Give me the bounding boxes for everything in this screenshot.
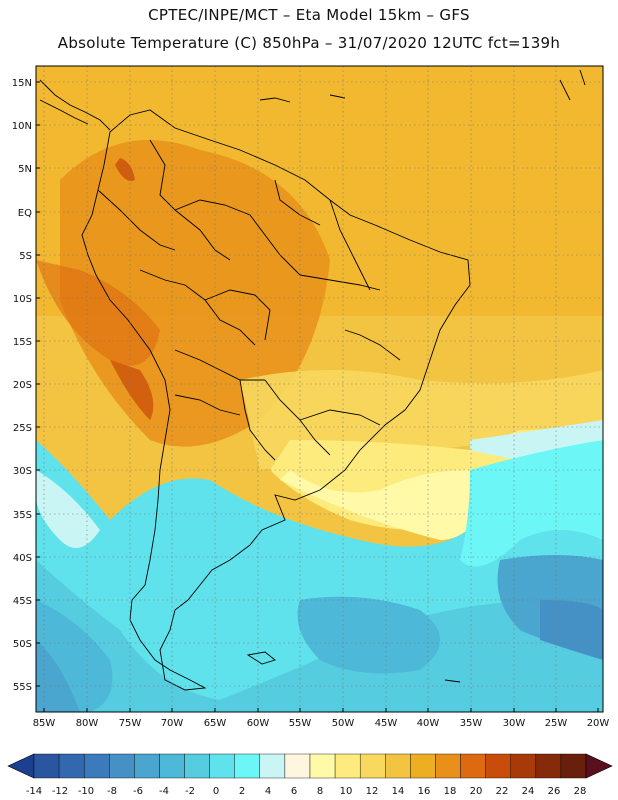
colorbar-cell: [58, 753, 85, 779]
colorbar-label: -14: [26, 786, 42, 797]
lon-label: 60W: [247, 718, 270, 729]
colorbar-cell: [83, 753, 110, 779]
colorbar-label: 14: [392, 786, 405, 797]
colorbar-cell: [334, 753, 361, 779]
colorbar-label: -8: [107, 786, 117, 797]
colorbar-label: -10: [78, 786, 94, 797]
colorbar-cell: [485, 753, 511, 779]
colorbar-cell: [234, 753, 261, 779]
lat-label: 15S: [13, 337, 32, 348]
colorbar-label: 20: [470, 786, 483, 797]
colorbar-label: 26: [548, 786, 561, 797]
lat-label: 35S: [13, 510, 32, 521]
colorbar-cell: [460, 753, 486, 779]
colorbar-cell: [309, 753, 336, 779]
colorbar-cell: [410, 753, 436, 779]
colorbar-cell: [109, 753, 135, 779]
colorbar-cell: [134, 753, 160, 779]
map-title: CPTEC/INPE/MCT – Eta Model 15km – GFS: [148, 6, 470, 24]
colorbar-label: 6: [291, 786, 297, 797]
lon-label: 55W: [289, 718, 312, 729]
colorbar-cell: [33, 753, 60, 779]
lat-label: 10S: [13, 294, 32, 305]
lon-label: 75W: [119, 718, 142, 729]
lon-label: 65W: [204, 718, 227, 729]
colorbar-arrow-high: [585, 753, 613, 779]
colorbar-label: 0: [213, 786, 219, 797]
colorbar-label: 18: [444, 786, 457, 797]
colorbar-label: 16: [418, 786, 431, 797]
colorbar-cell: [385, 753, 411, 779]
graticule: [36, 66, 603, 712]
lat-label: 40S: [13, 553, 32, 564]
lat-label: 45S: [13, 596, 32, 607]
colorbar-label: 22: [496, 786, 509, 797]
lon-label: 30W: [503, 718, 526, 729]
lon-label: 20W: [587, 718, 610, 729]
axis-ticks: [36, 81, 599, 712]
colorbar-cell: [510, 753, 537, 779]
lon-label: 50W: [332, 718, 355, 729]
coastline-borders: [39, 69, 586, 691]
lat-label: EQ: [18, 208, 32, 219]
lon-label: 45W: [375, 718, 398, 729]
lon-label: 40W: [417, 718, 440, 729]
lat-label: 5N: [18, 164, 32, 175]
lon-label: 85W: [33, 718, 56, 729]
colorbar-label: 28: [574, 786, 587, 797]
lat-label: 25S: [13, 423, 32, 434]
lat-label: 15N: [12, 78, 32, 89]
lat-label: 20S: [13, 380, 32, 391]
latitude-labels: 15N 10N 5N EQ 5S 10S 15S 20S 25S 30S 35S…: [12, 78, 32, 693]
map-subtitle: Absolute Temperature (C) 850hPa – 31/07/…: [57, 34, 561, 52]
colorbar: -14 -12 -10 -8 -6 -4 -2 0 2 4 6 8 10 12 …: [7, 753, 613, 797]
colorbar-label: 2: [239, 786, 245, 797]
colorbar-label: -12: [52, 786, 68, 797]
colorbar-cell: [284, 753, 311, 779]
lon-label: 25W: [545, 718, 568, 729]
lat-label: 5S: [19, 251, 32, 262]
colorbar-label: 8: [317, 786, 323, 797]
lat-label: 30S: [13, 466, 32, 477]
colorbar-arrow-low: [7, 753, 35, 779]
map-frame: [35, 65, 604, 713]
colorbar-cell: [359, 753, 386, 779]
longitude-labels: 85W 80W 75W 70W 65W 60W 55W 50W 45W 40W …: [33, 718, 610, 729]
lat-label: 10N: [12, 121, 32, 132]
colorbar-cell: [184, 753, 210, 779]
temperature-field: [36, 66, 603, 712]
colorbar-label: 10: [340, 786, 353, 797]
lat-label: 55S: [13, 682, 32, 693]
colorbar-label: 4: [265, 786, 271, 797]
colorbar-label: 24: [522, 786, 535, 797]
colorbar-cell: [435, 753, 461, 779]
colorbar-cell: [159, 753, 185, 779]
colorbar-label: -2: [185, 786, 195, 797]
colorbar-cell: [259, 753, 286, 779]
lon-label: 80W: [76, 718, 99, 729]
lon-label: 70W: [161, 718, 184, 729]
colorbar-cells: [33, 753, 587, 779]
colorbar-cell: [560, 753, 587, 779]
colorbar-label: -6: [133, 786, 143, 797]
lat-label: 50S: [13, 639, 32, 650]
colorbar-cell: [209, 753, 235, 779]
lon-label: 35W: [460, 718, 483, 729]
colorbar-label: -4: [159, 786, 169, 797]
colorbar-cell: [535, 753, 562, 779]
colorbar-label: 12: [366, 786, 379, 797]
